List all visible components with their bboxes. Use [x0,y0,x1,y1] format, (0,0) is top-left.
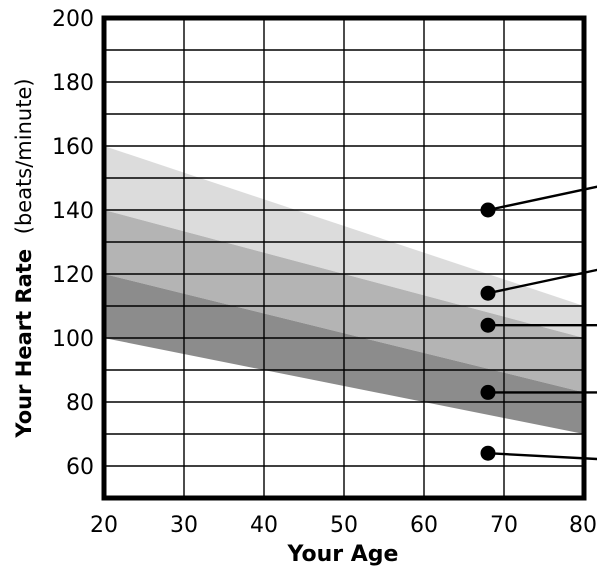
grid-lines [104,18,584,498]
marker-point-1 [480,202,496,218]
x-tick-label-80: 80 [569,513,597,538]
x-axis-tick-labels: 20 30 40 50 60 70 80 [90,513,597,538]
plot-frame [101,15,587,501]
x-tick-label-30: 30 [170,513,198,538]
marker-point-2 [480,285,496,301]
y-tick-label-140: 140 [52,199,94,224]
leader-line-1 [487,185,597,212]
x-tick-label-20: 20 [90,513,118,538]
marker-point-3 [480,317,496,333]
y-tick-label-160: 160 [52,135,94,160]
y-tick-label-180: 180 [52,71,94,96]
y-axis-tick-labels: 60 80 100 120 140 160 180 200 [52,7,94,480]
x-tick-label-40: 40 [250,513,278,538]
y-axis-title-unit: (beats/minute) [12,78,36,234]
x-axis-title: Your Age [287,542,399,566]
plot-border [101,15,587,501]
x-tick-label-50: 50 [330,513,358,538]
data-markers [480,202,496,461]
y-tick-label-60: 60 [66,455,94,480]
y-tick-label-100: 100 [52,327,94,352]
leader-line-2 [487,268,597,295]
leader-line-5 [487,452,597,461]
y-tick-label-80: 80 [66,391,94,416]
x-tick-label-70: 70 [490,513,518,538]
marker-point-5 [480,445,496,461]
y-axis-title: Your Heart Rate (beats/minute) [12,78,36,438]
y-tick-label-200: 200 [52,7,94,32]
x-tick-label-60: 60 [410,513,438,538]
y-tick-label-120: 120 [52,263,94,288]
y-axis-title-main: Your Heart Rate [12,249,36,439]
marker-point-4 [480,384,496,400]
marker-leader-lines [487,185,597,461]
